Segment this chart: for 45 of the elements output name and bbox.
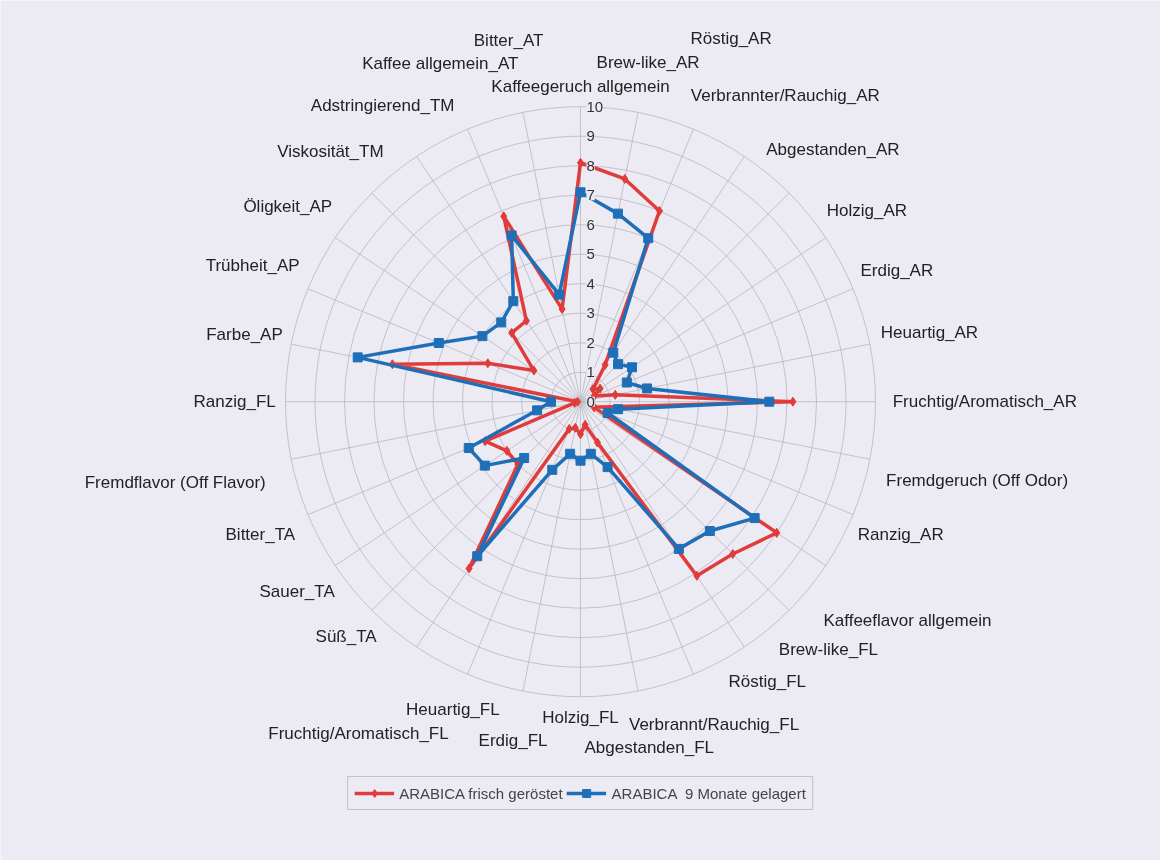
y-tick-label: 3 (586, 304, 595, 322)
spoke-label: Fremdgeruch (Off Odor) (886, 471, 1069, 491)
spoke-label: Holzig_FL (542, 707, 619, 727)
legend-label: ARABICA 9 Monate gelagert (611, 784, 806, 802)
y-tick-label: 6 (586, 215, 595, 233)
spoke-label: Kaffeeflavor allgemein (823, 610, 992, 630)
spoke-label: Farbe_AP (206, 325, 283, 345)
spoke-label: Adstringierend_TM (310, 96, 455, 116)
y-tick-label: 10 (586, 97, 604, 115)
spoke-label: Fruchtig/Aromatisch_FL (268, 724, 449, 744)
spoke-label: Trübheit_AP (205, 256, 300, 276)
spoke-label: Bitter_AT (473, 30, 544, 50)
spoke-label: Fremdflavor (Off Flavor) (84, 472, 266, 492)
spoke-label: Verbrannt/Rauchig_FL (629, 714, 800, 734)
spoke-label: Viskosität_TM (277, 142, 384, 162)
spoke-label: Süß_TA (315, 626, 378, 646)
spoke-label: Brew-like_AR (596, 52, 700, 72)
spoke-label: Verbrannter/Rauchig_AR (690, 85, 880, 105)
spoke-label: Röstig_AR (690, 28, 772, 48)
spoke-label: Öligkeit_AP (243, 196, 333, 216)
spoke-label: Abgestanden_FL (584, 737, 715, 757)
y-tick-label: 5 (586, 245, 595, 263)
y-tick-label: 4 (586, 274, 595, 292)
y-tick-label: 0 (586, 392, 595, 410)
y-tick-label: 1 (586, 363, 595, 381)
spoke-label: Erdig_AR (860, 261, 934, 281)
spoke-label: Holzig_AR (826, 200, 908, 220)
spoke-label: Bitter_TA (225, 524, 296, 544)
spoke-label: Ranzig_FL (193, 392, 276, 412)
spoke-label: Abgestanden_AR (766, 139, 900, 159)
spoke-label: Kaffee allgemein_AT (362, 53, 519, 73)
spoke-label: Erdig_FL (478, 731, 548, 751)
y-tick-label: 2 (586, 333, 595, 351)
spoke-label: Röstig_FL (728, 671, 806, 691)
spoke-label: Kaffeegeruch allgemein (491, 76, 670, 96)
legend-label: ARABICA frisch geröstet (399, 784, 563, 802)
spoke-label: Fruchtig/Aromatisch_AR (892, 392, 1077, 412)
spoke-label: Ranzig_AR (857, 524, 944, 544)
y-tick-label: 7 (586, 186, 595, 204)
y-tick-label: 8 (586, 156, 595, 174)
spoke-label: Heuartig_FL (406, 700, 500, 720)
spoke-label: Heuartig_AR (880, 322, 979, 342)
spoke-label: Sauer_TA (259, 581, 336, 601)
y-tick-label: 9 (586, 127, 595, 145)
spoke-label: Brew-like_FL (778, 640, 878, 660)
